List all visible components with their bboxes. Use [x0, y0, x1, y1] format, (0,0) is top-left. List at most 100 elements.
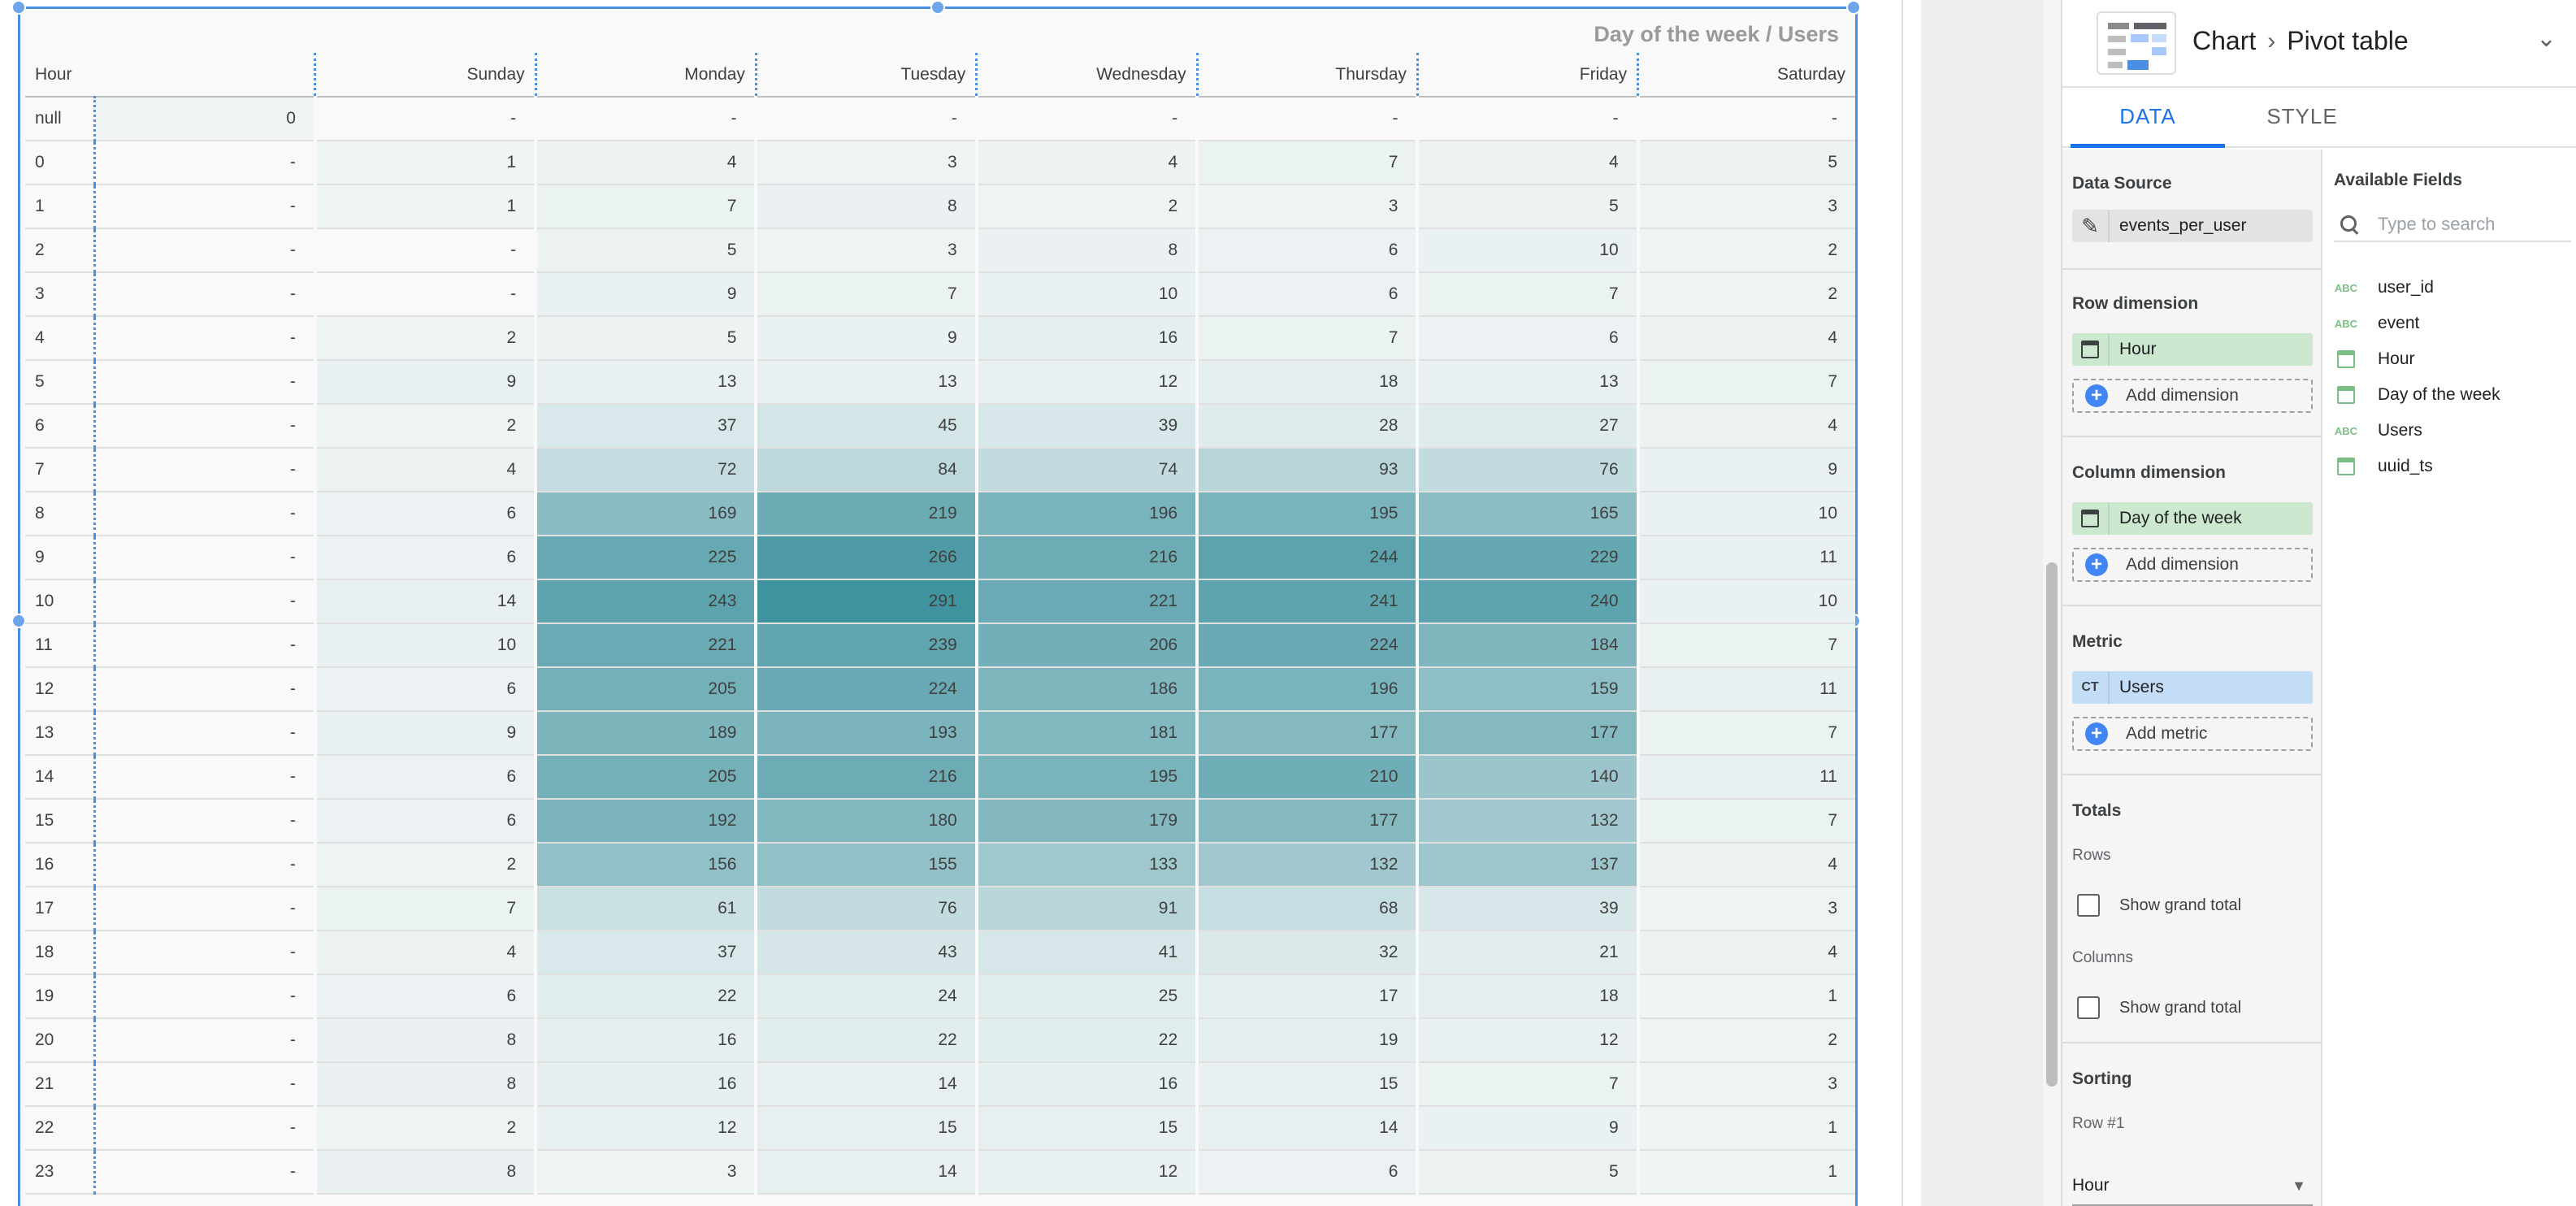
table-cell: 177: [1195, 711, 1418, 756]
table-row: 21-8 16 14 16 15 7 3: [25, 1062, 1855, 1107]
table-cell: -: [93, 536, 315, 580]
table-cell: 7: [534, 184, 757, 229]
table-cell: -: [93, 623, 315, 668]
table-cell: 84: [754, 448, 977, 492]
text-type-icon: ABC: [2334, 317, 2358, 330]
column-header-saturday[interactable]: Saturday: [1637, 53, 1855, 98]
resize-handle-top-center[interactable]: [930, 0, 945, 15]
chevron-down-icon[interactable]: ⌄: [2535, 25, 2556, 52]
pivot-table-chart[interactable]: Day of the week / Users Hour Sunday Monda…: [11, 0, 1861, 1206]
table-cell: 45: [754, 404, 977, 449]
sort-row-value: Hour: [2072, 1176, 2110, 1195]
resize-handle-middle-left[interactable]: [11, 614, 26, 628]
pivot-table-chart-type-icon[interactable]: [2097, 11, 2176, 75]
columns-grand-total-option[interactable]: Show grand total: [2077, 996, 2241, 1019]
column-dimension-chip[interactable]: Day of the week: [2072, 502, 2313, 535]
canvas-edge: [1902, 0, 1921, 1206]
row-dimension-title: Row dimension: [2072, 294, 2199, 313]
add-dimension-label: Add dimension: [2126, 386, 2239, 405]
table-cell: 165: [1416, 492, 1638, 536]
table-cell: 5: [1416, 184, 1638, 229]
table-cell: -: [93, 667, 315, 712]
column-header-thursday[interactable]: Thursday: [1195, 53, 1418, 98]
add-row-dimension-button[interactable]: + Add dimension: [2072, 379, 2313, 413]
table-cell: 206: [974, 623, 1198, 668]
table-cell: 10: [974, 272, 1198, 317]
table-cell: -: [93, 228, 315, 273]
table-cell: -: [93, 492, 315, 536]
table-cell: 14: [754, 1062, 977, 1107]
column-header-monday[interactable]: Monday: [534, 53, 757, 98]
table-cell: 6: [313, 492, 536, 536]
table-cell: 205: [534, 755, 757, 800]
table-cell: 12: [974, 360, 1198, 405]
table-cell: -: [93, 887, 315, 931]
table-cell: 156: [534, 843, 757, 887]
field-search-input[interactable]: [2378, 214, 2565, 235]
column-header-null[interactable]: [94, 53, 315, 98]
panel-tabs: DATA STYLE: [2062, 89, 2576, 148]
tab-style[interactable]: STYLE: [2266, 104, 2338, 128]
plus-icon: +: [2085, 722, 2108, 745]
row-header-cell: 1: [25, 184, 95, 229]
row-header-cell: 23: [25, 1150, 95, 1195]
row-dimension-chip[interactable]: Hour: [2072, 333, 2313, 366]
tab-data[interactable]: DATA: [2071, 89, 2225, 148]
table-cell: 224: [1195, 623, 1418, 668]
pencil-icon[interactable]: ✎: [2072, 210, 2110, 242]
add-metric-button[interactable]: + Add metric: [2072, 717, 2313, 751]
table-cell: 221: [974, 579, 1198, 624]
field-item-users[interactable]: ABC Users: [2334, 416, 2422, 445]
plus-icon: +: [2085, 384, 2108, 407]
field-item-uuid-ts[interactable]: uuid_ts: [2334, 452, 2433, 481]
columns-grand-total-checkbox[interactable]: [2077, 996, 2100, 1019]
canvas-scrollbar-thumb[interactable]: [2046, 562, 2058, 1087]
rows-grand-total-label: Show grand total: [2119, 896, 2242, 914]
table-cell: -: [93, 404, 315, 449]
add-column-dimension-button[interactable]: + Add dimension: [2072, 548, 2313, 582]
table-row: 19-6 22 24 25 17 18 1: [25, 974, 1855, 1019]
field-item-day-of-the-week[interactable]: Day of the week: [2334, 380, 2500, 410]
table-cell: 241: [1195, 579, 1418, 624]
resize-handle-top-right[interactable]: [1846, 0, 1861, 15]
canvas-background: [1921, 0, 2043, 1206]
field-item-user-id[interactable]: ABC user_id: [2334, 273, 2434, 302]
text-type-icon: ABC: [2334, 281, 2358, 294]
table-cell: 19: [1195, 1018, 1418, 1063]
table-cell: 9: [754, 316, 977, 361]
table-cell: 6: [1195, 272, 1418, 317]
table-cell: 6: [1195, 1150, 1418, 1195]
table-cell: 16: [974, 1062, 1198, 1107]
table-cell: 13: [534, 360, 757, 405]
table-cell: -: [93, 360, 315, 405]
breadcrumb-chart[interactable]: Chart: [2192, 26, 2257, 55]
table-cell: 132: [1416, 799, 1638, 844]
table-cell: 9: [313, 360, 536, 405]
field-item-hour[interactable]: Hour: [2334, 345, 2415, 374]
row-header-cell: 20: [25, 1018, 95, 1063]
row-header-cell: 11: [25, 623, 95, 668]
table-cell: 2: [974, 184, 1198, 229]
field-item-event[interactable]: ABC event: [2334, 309, 2419, 338]
metric-chip[interactable]: CT Users: [2072, 671, 2313, 704]
rows-grand-total-option[interactable]: Show grand total: [2077, 894, 2241, 917]
data-settings-column: Data Source ✎ events_per_user Row dimens…: [2062, 150, 2322, 1206]
column-header-wednesday[interactable]: Wednesday: [975, 53, 1198, 98]
table-cell: 11: [1636, 667, 1855, 712]
resize-handle-top-left[interactable]: [11, 0, 26, 15]
data-source-chip[interactable]: ✎ events_per_user: [2072, 210, 2313, 242]
row-dimension-header[interactable]: Hour: [25, 53, 95, 98]
table-cell: 24: [754, 974, 977, 1019]
rows-grand-total-checkbox[interactable]: [2077, 894, 2100, 917]
column-header-friday[interactable]: Friday: [1416, 53, 1638, 98]
panel-header: Chart › Pivot table ⌄: [2062, 0, 2576, 88]
table-cell: 179: [974, 799, 1198, 844]
divider: [2062, 774, 2322, 775]
column-header-sunday[interactable]: Sunday: [314, 53, 536, 98]
table-cell: 10: [1636, 579, 1855, 624]
divider: [2062, 1042, 2322, 1043]
column-header-tuesday[interactable]: Tuesday: [754, 53, 977, 98]
row-header-cell: 16: [25, 843, 95, 887]
sort-row-select[interactable]: Hour ▼: [2072, 1165, 2313, 1206]
